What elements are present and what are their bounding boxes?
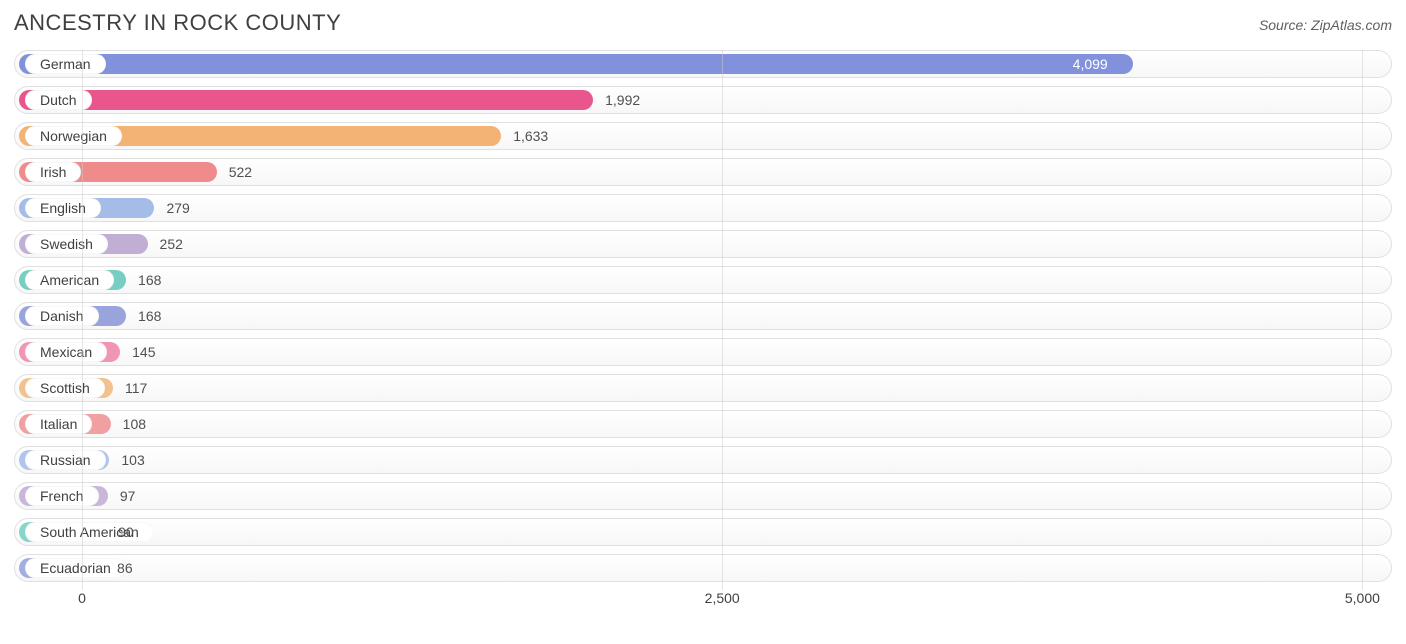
- bar-label-pill: Scottish: [25, 378, 105, 398]
- bar-row: Danish 168: [14, 302, 1392, 330]
- bar-row: American 168: [14, 266, 1392, 294]
- bar-value: 168: [138, 303, 161, 329]
- bar-row: Dutch 1,992: [14, 86, 1392, 114]
- chart-title: ANCESTRY IN ROCK COUNTY: [14, 10, 341, 36]
- bar-label-pill: Russian: [25, 450, 106, 470]
- bar-row: Italian 108: [14, 410, 1392, 438]
- bar-value: 145: [132, 339, 155, 365]
- bar-row: Russian 103: [14, 446, 1392, 474]
- bar-row: French 97: [14, 482, 1392, 510]
- bar-value: 103: [121, 447, 144, 473]
- bar-label-pill: Swedish: [25, 234, 108, 254]
- bar-label-pill: Ecuadorian: [25, 558, 126, 578]
- x-tick: 2,500: [705, 590, 740, 606]
- bar-label-pill: American: [25, 270, 114, 290]
- bar-row: German 4,099: [14, 50, 1392, 78]
- bar-fill: [19, 54, 1133, 74]
- x-tick: 5,000: [1345, 590, 1380, 606]
- bar-value: 86: [117, 555, 133, 581]
- bar-value: 108: [123, 411, 146, 437]
- bar-value: 279: [166, 195, 189, 221]
- bar-label-pill: Dutch: [25, 90, 92, 110]
- bar-label-pill: Mexican: [25, 342, 107, 362]
- bar-value: 252: [160, 231, 183, 257]
- bar-label-pill: German: [25, 54, 106, 74]
- bar-label-pill: English: [25, 198, 101, 218]
- bar-row: Mexican 145: [14, 338, 1392, 366]
- bar-label-pill: South American: [25, 522, 154, 542]
- bar-value: 117: [125, 375, 147, 401]
- bar-row: Norwegian 1,633: [14, 122, 1392, 150]
- bar-row: Irish 522: [14, 158, 1392, 186]
- chart-source: Source: ZipAtlas.com: [1259, 17, 1392, 33]
- bar-row: Ecuadorian86: [14, 554, 1392, 582]
- bar-value: 97: [120, 483, 136, 509]
- bar-value: 168: [138, 267, 161, 293]
- bar-row: South American90: [14, 518, 1392, 546]
- bar-value: 1,633: [513, 123, 548, 149]
- bar-value: 90: [118, 519, 134, 545]
- bar-label-pill: Norwegian: [25, 126, 122, 146]
- bar-label-pill: Irish: [25, 162, 81, 182]
- bar-value: 1,992: [605, 87, 640, 113]
- bar-row: Scottish 117: [14, 374, 1392, 402]
- x-tick: 0: [78, 590, 86, 606]
- header: ANCESTRY IN ROCK COUNTY Source: ZipAtlas…: [14, 10, 1392, 36]
- bar-value: 4,099: [1073, 51, 1108, 77]
- bar-row: Swedish 252: [14, 230, 1392, 258]
- bar-label-pill: Italian: [25, 414, 92, 434]
- x-axis: 0 2,500 5,000: [14, 590, 1392, 614]
- bar-label-pill: French: [25, 486, 99, 506]
- bar-label-pill: Danish: [25, 306, 99, 326]
- bar-chart: German 4,099 Dutch 1,992 Norwegian 1,633 Irish…: [14, 50, 1392, 614]
- bar-fill: [19, 90, 593, 110]
- bar-value: 522: [229, 159, 252, 185]
- bar-row: English 279: [14, 194, 1392, 222]
